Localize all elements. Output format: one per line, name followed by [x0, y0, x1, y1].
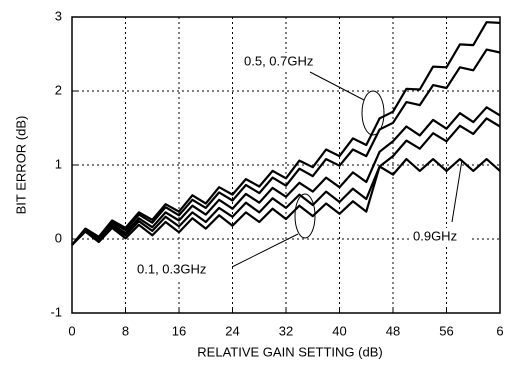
x-tick-label: 32: [279, 323, 293, 338]
y-axis-label: BIT ERROR (dB): [13, 116, 28, 215]
y-tick-label: 2: [55, 82, 62, 97]
series-line: [71, 106, 501, 246]
x-tick-label: 56: [439, 323, 453, 338]
y-tick-label: 3: [55, 8, 62, 23]
y-tick-label: 1: [55, 156, 62, 171]
x-tick-label: 8: [122, 323, 129, 338]
group-ellipse: [294, 193, 316, 239]
x-tick-label: 6: [496, 323, 503, 338]
label-bg: [134, 261, 232, 279]
series-line: [71, 117, 501, 246]
x-axis-label: RELATIVE GAIN SETTING (dB): [197, 344, 382, 359]
annotation: 0.9GHz: [413, 228, 457, 243]
x-tick-label: 40: [332, 323, 346, 338]
series-line: [71, 158, 501, 246]
y-tick-label: -1: [50, 304, 62, 319]
annotation: 0.5, 0.7GHz: [244, 53, 313, 68]
annotation: 0.1, 0.3GHz: [137, 261, 206, 276]
series-line: [71, 21, 501, 246]
x-tick-label: 16: [172, 323, 186, 338]
group-ellipse: [361, 90, 385, 136]
leader-line: [309, 71, 365, 101]
x-tick-label: 24: [225, 323, 239, 338]
plot-frame: [71, 16, 501, 314]
series-line: [71, 48, 501, 246]
x-tick-label: 48: [386, 323, 400, 338]
label-bg: [240, 53, 338, 71]
label-bg: [410, 228, 472, 246]
x-tick-label: 0: [68, 323, 75, 338]
y-tick-label: 0: [55, 230, 62, 245]
leader-line: [229, 233, 299, 269]
leader-line: [451, 159, 463, 223]
